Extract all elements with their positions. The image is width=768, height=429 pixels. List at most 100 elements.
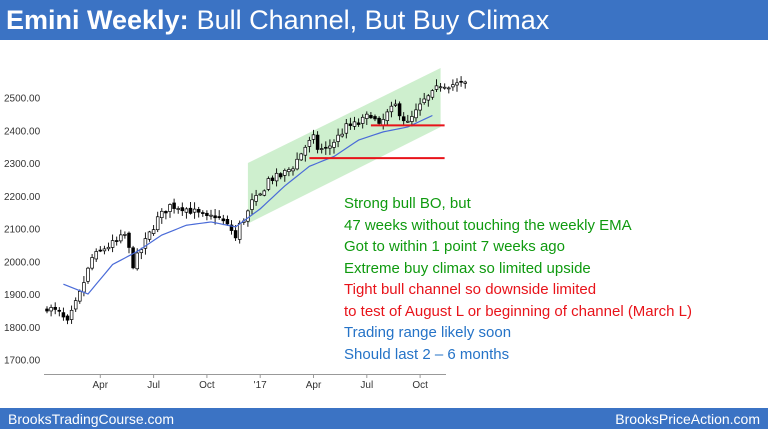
candle-body xyxy=(205,212,209,216)
candle-body xyxy=(447,87,451,90)
candle-body xyxy=(291,168,295,172)
y-tick-label: 1800.00 xyxy=(4,323,41,334)
title-rest: Bull Channel, But Buy Climax xyxy=(196,4,550,35)
footer-right-link[interactable]: BrooksPriceAction.com xyxy=(615,410,760,427)
candle-body xyxy=(155,216,160,231)
title-bold: Emini Weekly: xyxy=(6,4,189,35)
candle-body xyxy=(213,215,217,219)
candle-body xyxy=(114,240,119,242)
candle-body xyxy=(319,148,324,150)
candle-body xyxy=(188,207,193,214)
candle-body xyxy=(57,309,62,312)
candle-body xyxy=(106,246,111,250)
x-tick-label: Apr xyxy=(93,380,109,391)
candle-body xyxy=(250,199,254,210)
note-line-6: to test of August L or beginning of chan… xyxy=(344,302,692,320)
x-tick-label: Oct xyxy=(412,380,428,391)
candle-body xyxy=(369,115,373,119)
candle-body xyxy=(221,218,226,222)
note-line-1: Strong bull BO, but xyxy=(344,195,471,212)
candle-body xyxy=(266,178,271,190)
candle-body xyxy=(348,123,353,126)
candle-body xyxy=(172,202,176,209)
candle-body xyxy=(418,103,422,111)
candle-body xyxy=(410,116,414,122)
candle-body xyxy=(381,119,385,126)
x-tick-label: Apr xyxy=(306,380,322,391)
candle-body xyxy=(139,249,144,254)
candle-body xyxy=(389,105,394,113)
y-tick-label: 1700.00 xyxy=(4,356,41,367)
candle-body xyxy=(311,134,316,140)
candle-body xyxy=(278,173,283,178)
x-tick-label: '17 xyxy=(254,380,267,391)
y-tick-label: 2400.00 xyxy=(4,126,41,137)
candle-body xyxy=(258,193,262,196)
candle-body xyxy=(451,84,455,88)
candle-body xyxy=(406,120,410,123)
candle-body xyxy=(151,229,156,234)
candle-body xyxy=(78,290,82,302)
candle-body xyxy=(49,307,53,312)
x-tick-label: Oct xyxy=(199,380,215,391)
y-tick-label: 2000.00 xyxy=(4,257,41,268)
candle-body xyxy=(262,190,267,196)
y-tick-label: 2200.00 xyxy=(4,192,41,203)
candle-body xyxy=(98,249,103,252)
candle-body xyxy=(90,257,94,269)
candle-body xyxy=(160,210,164,218)
candle-body xyxy=(360,116,365,124)
candle-body xyxy=(324,146,328,149)
candle-body xyxy=(73,300,78,310)
note-line-5: Tight bull channel so downside limited xyxy=(344,281,597,298)
note-line-4: Extreme buy climax so limited upside xyxy=(344,259,591,277)
y-tick-label: 2100.00 xyxy=(4,225,41,236)
candle-body xyxy=(295,158,299,170)
candle-body xyxy=(184,208,189,213)
y-tick-label: 1900.00 xyxy=(4,290,41,301)
candle-body xyxy=(426,95,431,101)
footer-left-link[interactable]: BrooksTradingCourse.com xyxy=(8,410,174,427)
note-line-7: Trading range likely soon xyxy=(344,324,512,341)
y-tick-label: 2500.00 xyxy=(4,94,41,105)
candle-body xyxy=(225,218,230,225)
candle-body xyxy=(336,134,340,142)
candle-body xyxy=(135,252,139,270)
candle-body xyxy=(274,172,279,182)
candle-body xyxy=(180,207,185,212)
candle-body xyxy=(196,209,201,213)
candle-body xyxy=(147,231,152,240)
candle-body xyxy=(397,103,402,117)
candle-body xyxy=(119,234,123,242)
note-line-3: Got to within 1 point 7 weeks ago xyxy=(344,238,565,255)
candle-body xyxy=(352,121,357,127)
title-banner: Emini Weekly: Bull Channel, But Buy Clim… xyxy=(0,0,768,40)
candle-body xyxy=(414,109,418,119)
candle-body xyxy=(283,170,287,176)
x-tick-label: Jul xyxy=(147,380,160,391)
candle-body xyxy=(131,247,135,269)
candle-body xyxy=(176,208,180,210)
candle-body xyxy=(254,195,258,202)
candle-body xyxy=(373,116,377,120)
candle-body xyxy=(69,309,74,320)
candle-body xyxy=(422,98,426,103)
candle-body xyxy=(459,80,463,83)
candle-body xyxy=(442,86,447,89)
candle-body xyxy=(356,122,361,125)
candle-body xyxy=(192,208,197,213)
weekly-ema-line xyxy=(63,114,433,295)
candle-body xyxy=(377,117,381,124)
candle-body xyxy=(401,116,406,122)
candle-body xyxy=(463,81,467,84)
candle-body xyxy=(332,141,336,148)
annotation-notes: Strong bull BO, but 47 weeks without touc… xyxy=(344,193,692,365)
candle-body xyxy=(110,240,115,248)
footer-bar: BrooksTradingCourse.com BrooksPriceActio… xyxy=(0,408,768,429)
candle-body xyxy=(340,133,344,137)
candle-body xyxy=(94,251,98,260)
candle-body xyxy=(287,169,291,172)
candle-body xyxy=(455,82,459,86)
candle-body xyxy=(307,140,312,147)
candle-body xyxy=(315,134,320,150)
